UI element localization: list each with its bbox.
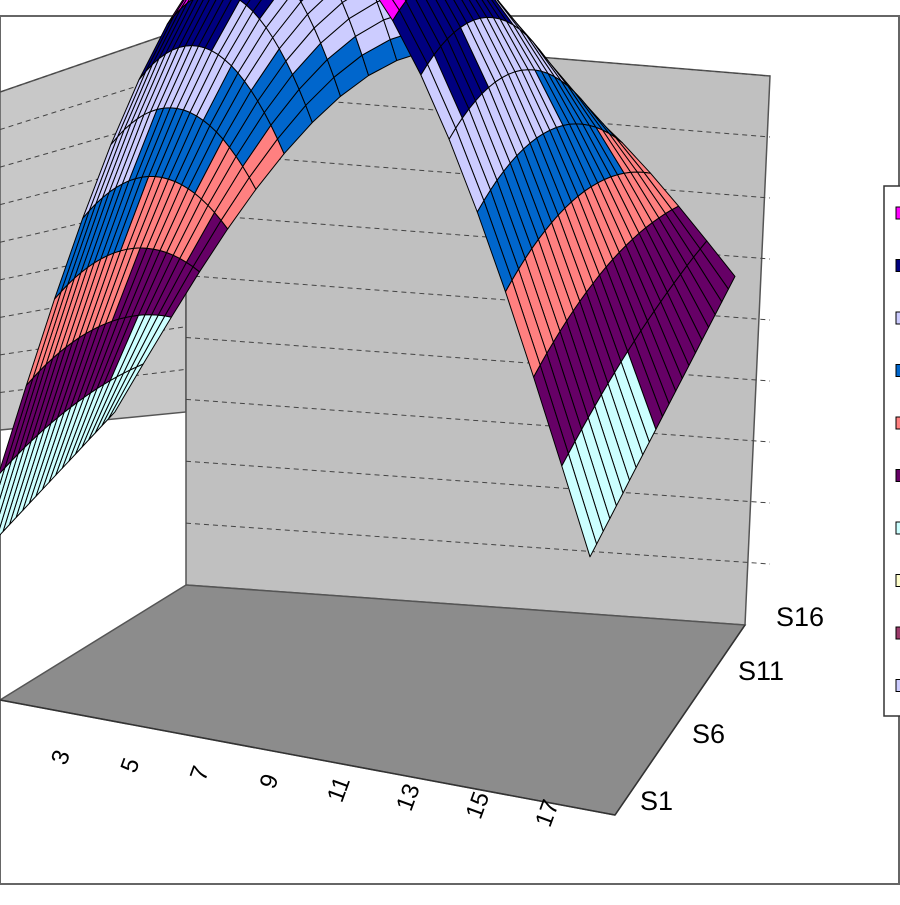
surface-cell	[239, 0, 251, 6]
surface-cell	[245, 0, 262, 12]
series-tick-label: S16	[776, 602, 824, 632]
series-tick-label: S11	[738, 656, 784, 686]
legend-swatch	[895, 574, 900, 587]
surface-cell	[180, 0, 190, 10]
back-gridline	[185, 398, 771, 443]
surface-cell	[561, 453, 598, 558]
back-gridline	[185, 522, 771, 565]
x-axis-line	[0, 699, 616, 816]
legend-swatch	[895, 416, 900, 430]
surface-cell	[340, 0, 348, 3]
surface-plot	[0, 0, 736, 558]
legend-swatch	[895, 679, 900, 692]
legend-swatch	[895, 259, 900, 272]
legend-swatch	[895, 364, 900, 377]
surface-cell	[166, 0, 185, 25]
series-axis-line	[614, 624, 746, 816]
legend-swatch	[895, 206, 900, 220]
legend-swatch	[895, 311, 900, 325]
series-tick-label: S1	[640, 786, 673, 816]
legend-swatch	[895, 521, 900, 535]
left-gridline	[0, 27, 187, 93]
surface-cell	[300, 0, 324, 15]
legend-items	[895, 206, 900, 692]
legend-swatch	[895, 626, 900, 640]
legend-swatch	[895, 469, 900, 482]
surface-cell	[299, 0, 304, 3]
left-gridline	[0, 198, 187, 243]
surface-cell	[186, 0, 193, 4]
series-tick-label: S6	[692, 719, 725, 749]
series-axis-ticks: S1 S6 S11 S16	[640, 602, 824, 816]
surface-cell	[259, 0, 288, 29]
back-gridline	[185, 460, 771, 504]
